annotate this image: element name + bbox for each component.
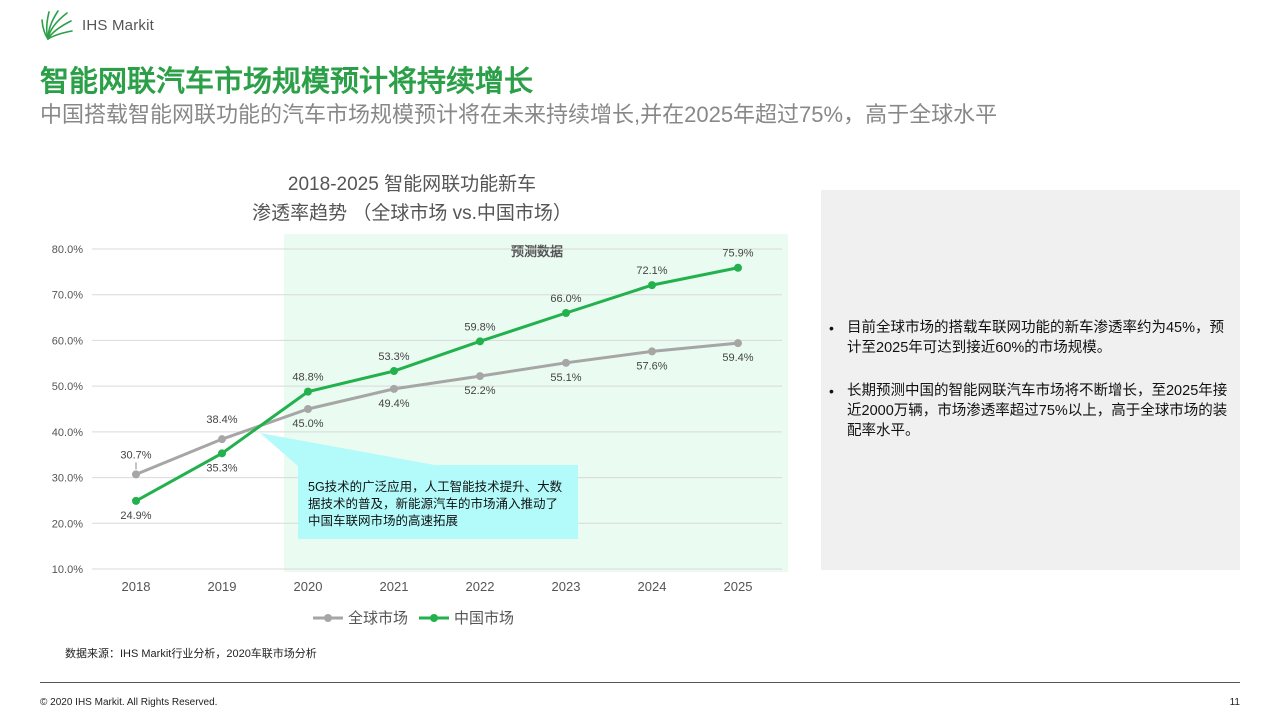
data-point-china bbox=[476, 337, 484, 346]
insight-panel: • 目前全球市场的搭载车联网功能的新车渗透率约为45%，预计至2025年可达到接… bbox=[821, 190, 1240, 570]
data-label-global: 38.4% bbox=[206, 414, 237, 426]
insight-bullet: • 目前全球市场的搭载车联网功能的新车渗透率约为45%，预计至2025年可达到接… bbox=[829, 318, 1234, 358]
footer-divider bbox=[40, 682, 1240, 683]
data-label-china: 66.0% bbox=[550, 293, 581, 305]
page-number: 11 bbox=[1229, 697, 1240, 708]
y-tick-label: 60.0% bbox=[52, 335, 83, 347]
x-tick-label: 2022 bbox=[466, 579, 495, 594]
legend-label-global: 全球市场 bbox=[348, 610, 409, 627]
copyright-text: © 2020 IHS Markit. All Rights Reserved. bbox=[40, 697, 218, 708]
data-point-global bbox=[390, 384, 398, 393]
data-label-china: 35.3% bbox=[206, 462, 237, 474]
x-tick-label: 2018 bbox=[122, 579, 151, 594]
series-line-china bbox=[135, 266, 739, 503]
data-point-china bbox=[304, 387, 312, 396]
insight-bullet: • 长期预测中国的智能网联汽车市场将不断增长，至2025年接近2000万辆，市场… bbox=[829, 381, 1234, 441]
data-point-china bbox=[562, 309, 570, 317]
insight-bullet-text: 长期预测中国的智能网联汽车市场将不断增长，至2025年接近2000万辆，市场渗透… bbox=[847, 383, 1228, 439]
forecast-label: 预测数据 bbox=[511, 244, 563, 259]
data-label-global: 30.7% bbox=[120, 449, 151, 461]
x-tick-label: 2023 bbox=[552, 579, 581, 594]
ihs-markit-logo: IHS Markit bbox=[40, 8, 154, 42]
data-point-china bbox=[390, 367, 398, 376]
data-point-global bbox=[476, 372, 484, 381]
data-point-global bbox=[304, 405, 312, 413]
data-point-global bbox=[562, 358, 570, 367]
legend-swatch-china bbox=[419, 613, 450, 622]
data-source-note: 数据来源：IHS Markit行业分析，2020车联市场分析 bbox=[65, 648, 317, 660]
x-tick-label: 2019 bbox=[208, 579, 237, 594]
data-label-china: 24.9% bbox=[120, 510, 151, 522]
data-point-china bbox=[648, 281, 656, 290]
x-tick-label: 2025 bbox=[724, 579, 753, 594]
legend-label-china: 中国市场 bbox=[454, 610, 515, 627]
y-tick-label: 20.0% bbox=[52, 518, 83, 530]
data-label-global: 57.6% bbox=[636, 360, 667, 372]
x-tick-label: 2024 bbox=[638, 579, 667, 594]
legend-swatch-global bbox=[313, 613, 343, 622]
data-point-global bbox=[734, 339, 742, 348]
page-title: 智能网联汽车市场规模预计将持续增长 bbox=[40, 66, 534, 98]
page-subtitle: 中国搭载智能网联功能的汽车市场规模预计将在未来持续增长,并在2025年超过75%… bbox=[40, 102, 998, 127]
y-tick-label: 40.0% bbox=[52, 427, 83, 439]
chart-title: 2018-2025 智能网联功能新车 渗透率趋势 （全球市场 vs.中国市场） bbox=[192, 170, 632, 228]
chart-title-line-2: 渗透率趋势 （全球市场 vs.中国市场） bbox=[252, 203, 572, 224]
bullet-dot-icon: • bbox=[829, 320, 834, 336]
chart-legend: 全球市场 中国市场 bbox=[312, 607, 524, 628]
x-tick-label: 2020 bbox=[294, 579, 323, 594]
data-label-global: 45.0% bbox=[292, 418, 323, 430]
data-label-china: 72.1% bbox=[636, 265, 667, 277]
legend-item-china: 中国市场 bbox=[418, 607, 514, 628]
data-point-china bbox=[132, 496, 140, 505]
y-tick-label: 50.0% bbox=[52, 381, 83, 393]
data-point-global bbox=[132, 470, 140, 479]
data-label-china: 53.3% bbox=[378, 351, 409, 363]
data-label-global: 49.4% bbox=[378, 398, 409, 410]
logo-text: IHS Markit bbox=[82, 16, 155, 34]
series-line-global bbox=[135, 341, 739, 476]
bullet-dot-icon: • bbox=[829, 383, 834, 399]
y-tick-label: 70.0% bbox=[52, 290, 83, 302]
insight-bullet-text: 目前全球市场的搭载车联网功能的新车渗透率约为45%，预计至2025年可达到接近6… bbox=[847, 320, 1225, 356]
y-tick-label: 30.0% bbox=[52, 473, 83, 485]
y-tick-label: 10.0% bbox=[52, 564, 83, 576]
data-label-china: 75.9% bbox=[722, 248, 753, 260]
data-label-global: 59.4% bbox=[722, 352, 753, 364]
data-label-global: 52.2% bbox=[464, 385, 495, 397]
data-label-global: 55.1% bbox=[550, 372, 581, 384]
logo-leaf-icon bbox=[41, 10, 73, 40]
chart-title-line-1: 2018-2025 智能网联功能新车 bbox=[287, 174, 537, 195]
callout-text: 5G技术的广泛应用，人工智能技术提升、大数据技术的普及，新能源汽车的市场涌入推动… bbox=[308, 480, 563, 528]
callout-box: 5G技术的广泛应用，人工智能技术提升、大数据技术的普及，新能源汽车的市场涌入推动… bbox=[298, 465, 578, 539]
callout-pointer bbox=[260, 433, 440, 466]
data-point-china bbox=[734, 263, 742, 272]
legend-item-global: 全球市场 bbox=[312, 607, 408, 628]
x-tick-label: 2021 bbox=[380, 579, 409, 594]
y-tick-label: 80.0% bbox=[52, 244, 83, 256]
data-label-china: 48.8% bbox=[292, 372, 323, 384]
data-point-global bbox=[218, 435, 226, 444]
data-point-global bbox=[648, 347, 656, 356]
data-label-china: 59.8% bbox=[464, 321, 495, 333]
data-point-china bbox=[218, 449, 226, 458]
